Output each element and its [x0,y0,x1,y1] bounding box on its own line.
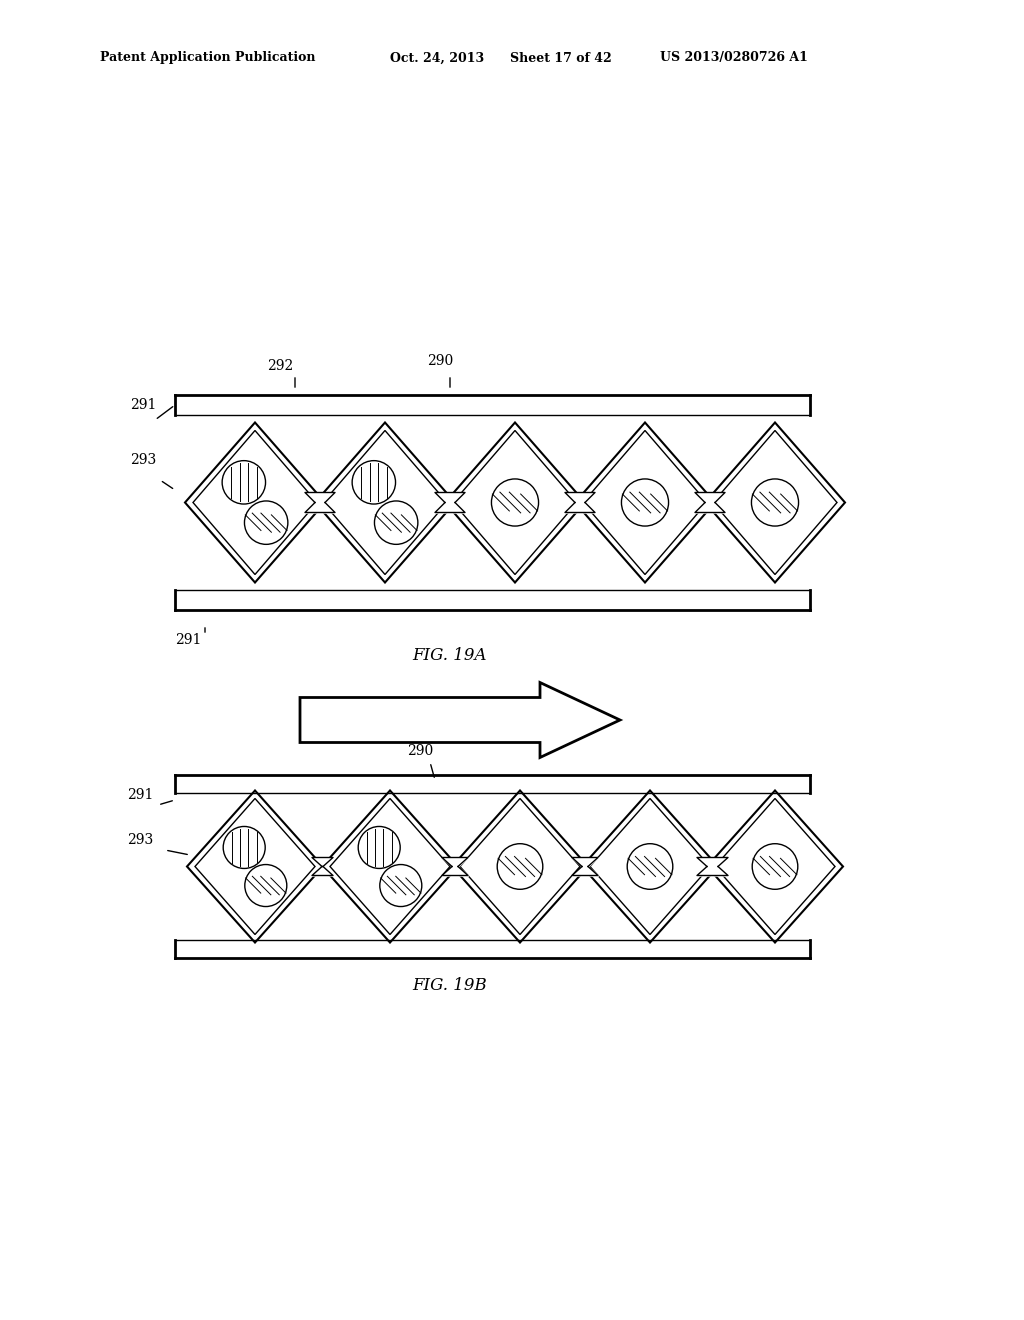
Text: Oct. 24, 2013: Oct. 24, 2013 [390,51,484,65]
Text: Sheet 17 of 42: Sheet 17 of 42 [510,51,611,65]
Polygon shape [193,430,317,574]
Text: 290: 290 [427,354,454,368]
Text: 291: 291 [130,399,157,412]
Text: US 2013/0280726 A1: US 2013/0280726 A1 [660,51,808,65]
Polygon shape [460,799,580,935]
Text: FIG. 19A: FIG. 19A [413,647,487,664]
Text: Patent Application Publication: Patent Application Publication [100,51,315,65]
Polygon shape [713,430,837,574]
Polygon shape [300,682,620,758]
Text: 291: 291 [175,634,202,647]
Text: 290: 290 [407,744,433,758]
Text: 293: 293 [130,453,157,467]
Polygon shape [323,430,447,574]
Polygon shape [715,799,835,935]
Polygon shape [453,430,577,574]
Polygon shape [330,799,450,935]
Text: 292: 292 [267,359,293,374]
Polygon shape [195,799,315,935]
Text: 291: 291 [127,788,154,803]
Text: FIG. 19B: FIG. 19B [413,977,487,994]
Polygon shape [583,430,707,574]
Polygon shape [590,799,710,935]
Text: 293: 293 [127,833,154,847]
